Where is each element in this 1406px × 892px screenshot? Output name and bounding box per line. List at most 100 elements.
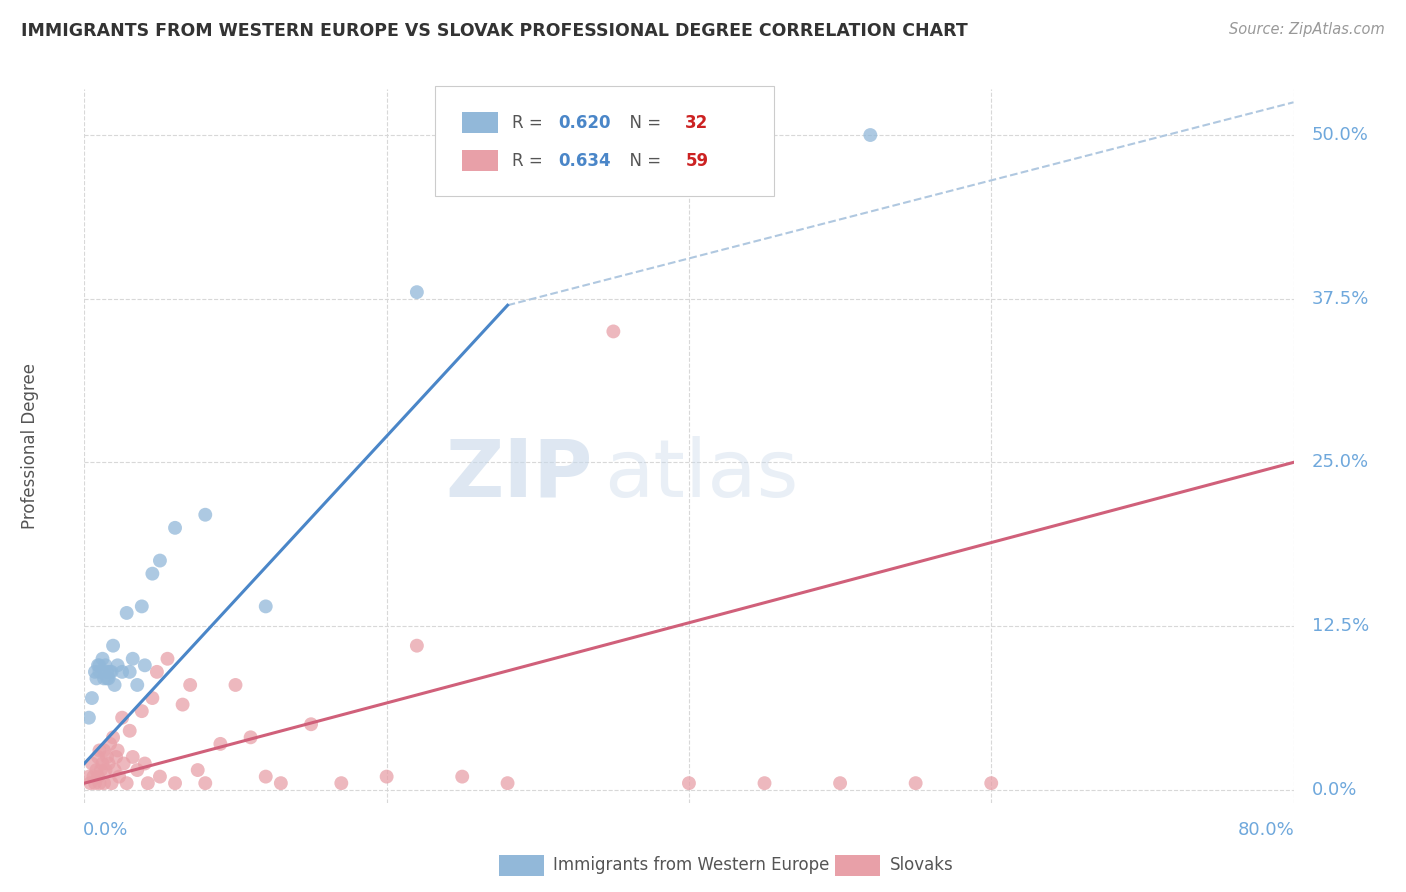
Point [89, 776, 111, 790]
Point [87, 658, 110, 673]
Point [93, 776, 115, 790]
Point [179, 678, 201, 692]
Point [754, 776, 776, 790]
Point [141, 566, 163, 581]
Text: 37.5%: 37.5% [1312, 290, 1369, 308]
Point [330, 776, 353, 790]
Text: Professional Degree: Professional Degree [21, 363, 39, 529]
Point [225, 678, 247, 692]
Text: N =: N = [619, 114, 666, 132]
Point [406, 639, 429, 653]
Text: Slovaks: Slovaks [890, 856, 953, 874]
Point [239, 731, 262, 745]
Point [496, 776, 519, 790]
Text: 32: 32 [685, 114, 709, 132]
Point [115, 606, 138, 620]
Point [107, 658, 129, 673]
Point [136, 776, 159, 790]
Point [98, 665, 121, 679]
Text: 80.0%: 80.0% [1237, 821, 1295, 838]
Point [131, 704, 153, 718]
Point [134, 756, 156, 771]
Text: Source: ZipAtlas.com: Source: ZipAtlas.com [1229, 22, 1385, 37]
Point [80, 756, 103, 771]
Point [115, 776, 138, 790]
Point [89, 658, 111, 673]
Point [121, 652, 143, 666]
Point [101, 639, 124, 653]
Point [127, 763, 149, 777]
FancyBboxPatch shape [461, 112, 498, 134]
Point [84, 776, 107, 790]
Point [104, 678, 127, 692]
Point [194, 776, 217, 790]
Point [134, 658, 156, 673]
Point [84, 665, 107, 679]
Point [270, 776, 292, 790]
Point [209, 737, 232, 751]
Text: atlas: atlas [605, 435, 799, 514]
Point [163, 776, 186, 790]
Point [79, 776, 101, 790]
Point [87, 770, 110, 784]
Point [98, 737, 121, 751]
Text: 50.0%: 50.0% [1312, 126, 1368, 144]
Text: 0.620: 0.620 [558, 114, 610, 132]
Point [254, 770, 277, 784]
Point [94, 763, 117, 777]
Text: 12.5%: 12.5% [1312, 617, 1369, 635]
Point [89, 743, 111, 757]
Point [96, 665, 118, 679]
Point [118, 723, 141, 738]
Text: 59: 59 [685, 152, 709, 169]
Point [111, 665, 134, 679]
Point [678, 776, 700, 790]
Text: R =: R = [512, 114, 548, 132]
Text: 0.0%: 0.0% [83, 821, 128, 838]
FancyBboxPatch shape [434, 86, 773, 196]
Point [299, 717, 322, 731]
Point [112, 756, 135, 771]
Point [141, 691, 163, 706]
Point [254, 599, 277, 614]
Point [87, 750, 110, 764]
Point [904, 776, 927, 790]
Point [602, 325, 624, 339]
Point [80, 691, 103, 706]
Point [101, 731, 124, 745]
Point [187, 763, 209, 777]
Point [859, 128, 882, 142]
Point [127, 678, 149, 692]
Text: Immigrants from Western Europe: Immigrants from Western Europe [553, 856, 830, 874]
Point [980, 776, 1002, 790]
Point [121, 750, 143, 764]
Point [100, 665, 122, 679]
Text: 25.0%: 25.0% [1312, 453, 1369, 471]
Point [94, 658, 117, 673]
Point [77, 711, 100, 725]
Point [96, 672, 118, 686]
Point [100, 776, 122, 790]
Point [77, 770, 100, 784]
Point [172, 698, 194, 712]
Point [163, 521, 186, 535]
Text: R =: R = [512, 152, 548, 169]
Point [375, 770, 398, 784]
Point [149, 553, 172, 567]
Point [97, 756, 120, 771]
Text: 0.0%: 0.0% [1312, 780, 1357, 798]
Text: 0.634: 0.634 [558, 152, 612, 169]
Point [108, 770, 131, 784]
Point [194, 508, 217, 522]
Point [830, 776, 852, 790]
Text: ZIP: ZIP [444, 435, 592, 514]
Point [131, 599, 153, 614]
Point [86, 763, 108, 777]
Point [406, 285, 429, 300]
Point [89, 665, 111, 679]
Text: N =: N = [619, 152, 666, 169]
Point [104, 763, 127, 777]
Point [146, 665, 169, 679]
Point [107, 743, 129, 757]
Point [91, 652, 114, 666]
